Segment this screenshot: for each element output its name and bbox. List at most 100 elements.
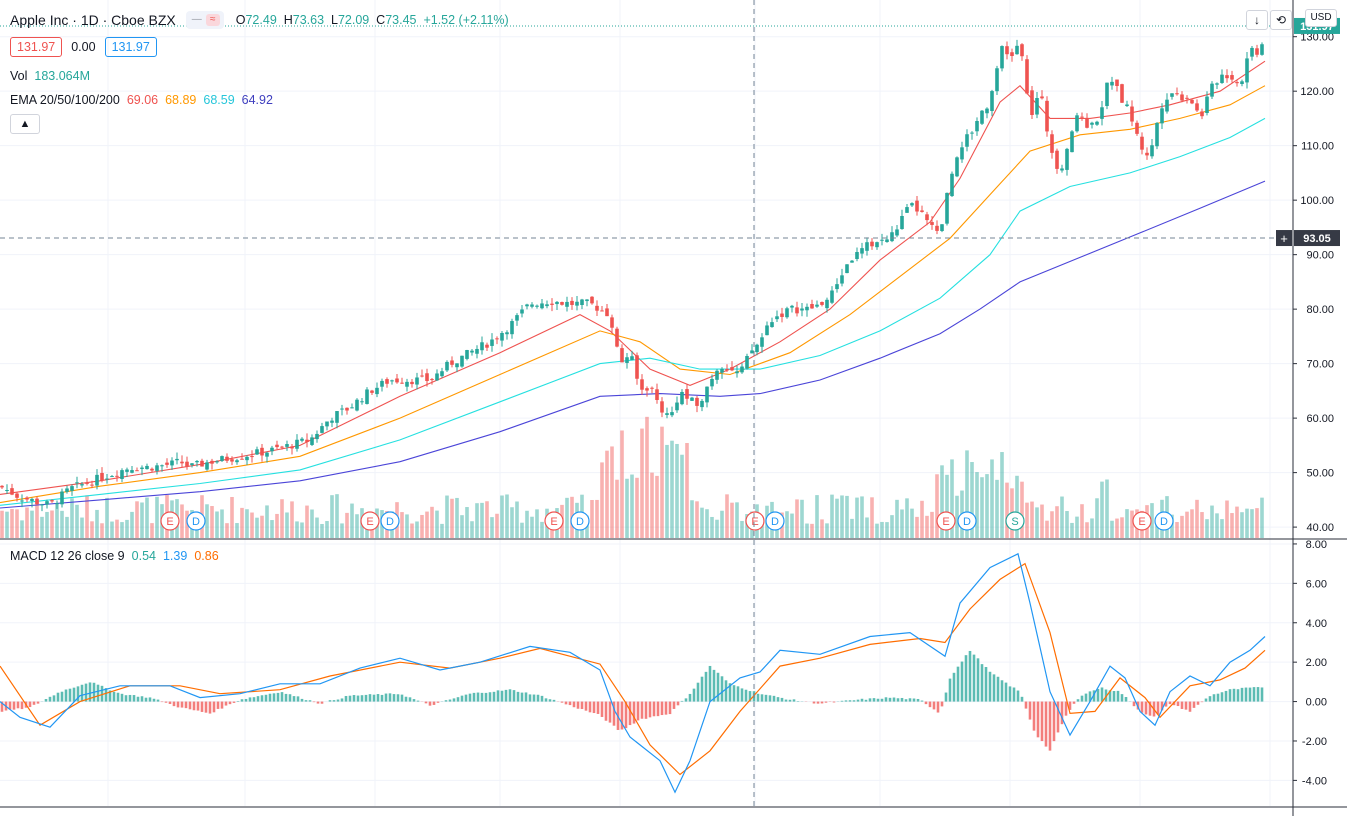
event-marker-e: E: [745, 511, 765, 531]
volume-legend[interactable]: Vol 183.064M: [10, 69, 90, 83]
macd-histogram-bar: [492, 691, 496, 702]
bid-button[interactable]: 131.97: [10, 37, 63, 57]
volume-bar: [520, 522, 524, 538]
volume-bar: [265, 505, 269, 538]
macd-histogram-bar: [916, 698, 920, 702]
macd-histogram-bar: [1228, 689, 1232, 702]
candle-body: [595, 305, 599, 311]
currency-button[interactable]: USD: [1305, 9, 1337, 27]
candle-body: [135, 470, 139, 472]
volume-bar: [985, 474, 989, 538]
macd-histogram-bar: [64, 689, 68, 702]
compare-toggle[interactable]: — ≈: [185, 11, 224, 29]
event-circle: [360, 511, 380, 531]
scroll-down-button[interactable]: ↓: [1246, 10, 1268, 30]
macd-histogram-bar: [116, 692, 120, 702]
macd-histogram-bar: [72, 687, 76, 702]
macd-histogram-bar: [20, 701, 24, 710]
volume-bar: [1115, 518, 1119, 538]
event-label: E: [751, 516, 758, 528]
macd-histogram-bar: [692, 688, 696, 702]
candle-body: [960, 147, 964, 160]
volume-bar: [940, 465, 944, 538]
macd-histogram-bar: [1200, 701, 1204, 703]
volume-bar: [705, 509, 709, 538]
candle-body: [420, 375, 424, 377]
event-circle: [1132, 511, 1152, 531]
volume-bar: [75, 504, 79, 538]
candle-body: [1155, 122, 1159, 147]
volume-bar: [15, 509, 19, 538]
macd-histogram-bar: [760, 694, 764, 702]
collapse-legend-button[interactable]: ▲: [10, 114, 40, 134]
macd-histogram-bar: [140, 696, 144, 702]
volume-bar: [1180, 515, 1184, 538]
candle-body: [735, 371, 739, 374]
macd-histogram-bar: [32, 701, 36, 705]
ask-button[interactable]: 131.97: [104, 37, 157, 57]
symbol-title[interactable]: Apple Inc · 1D · Cboe BZX: [10, 12, 176, 28]
volume-bar: [680, 454, 684, 538]
macd-histogram-bar: [996, 676, 1000, 702]
event-marker-d: D: [765, 511, 785, 531]
macd-histogram-bar: [528, 694, 532, 702]
macd-histogram-bar: [1244, 687, 1248, 702]
volume-bar: [90, 521, 94, 538]
candle-body: [1170, 93, 1174, 97]
volume-bar: [255, 517, 259, 538]
macd-histogram-bar: [44, 699, 48, 702]
volume-bar: [125, 519, 129, 538]
volume-bar: [310, 509, 314, 538]
volume-bar: [695, 501, 699, 538]
candle-body: [145, 465, 149, 470]
volume-bar: [115, 519, 119, 538]
candle-body: [700, 400, 704, 408]
macd-histogram-bar: [1208, 696, 1212, 702]
candle-body: [1135, 122, 1139, 134]
macd-histogram-bar: [956, 666, 960, 702]
macd-histogram-bar: [1216, 693, 1220, 702]
volume-bar: [335, 494, 339, 538]
macd-histogram-bar: [724, 680, 728, 702]
candle-body: [485, 344, 489, 348]
volume-bar: [420, 514, 424, 538]
macd-histogram-bar: [944, 692, 948, 702]
macd-legend[interactable]: MACD 12 26 close 9 0.54 1.39 0.86: [10, 549, 219, 563]
volume-bar: [510, 507, 514, 538]
candle-body: [435, 373, 439, 381]
macd-histogram-bar: [84, 683, 88, 702]
candle-body: [805, 306, 809, 311]
macd-histogram-bar: [228, 701, 232, 705]
macd-histogram-bar: [212, 701, 216, 713]
macd-histogram-bar: [232, 701, 236, 703]
volume-bar: [430, 506, 434, 538]
price-axis[interactable]: 130.00 120.00 110.00 100.00 90.00 80.00 70.00 6…: [1276, 0, 1340, 816]
volume-bar: [155, 496, 159, 538]
macd-histogram-bar: [972, 654, 976, 702]
macd-histogram-bar: [452, 698, 456, 702]
macd-histogram-bar: [824, 701, 828, 703]
macd-histogram-bar: [580, 701, 584, 710]
candle-body: [120, 470, 124, 479]
volume-bar: [530, 516, 534, 538]
volume-bar: [815, 495, 819, 538]
volume-bar: [995, 479, 999, 538]
candle-body: [940, 224, 944, 232]
macd-histogram-bar: [160, 701, 164, 703]
macd-histogram-bar: [288, 694, 292, 702]
ema-line-ema100: [0, 117, 1266, 506]
volume-bar: [710, 516, 714, 538]
ema-legend[interactable]: EMA 20/50/100/200 69.06 68.89 68.59 64.9…: [10, 93, 273, 107]
macd-histogram-bar: [1164, 701, 1168, 707]
macd-histogram-bar: [672, 701, 676, 709]
volume-bar: [970, 462, 974, 538]
reset-chart-button[interactable]: ⟲: [1270, 10, 1292, 30]
volume-bar: [215, 511, 219, 538]
candle-body: [185, 461, 189, 467]
macd-histogram-bar: [380, 694, 384, 702]
volume-bar: [990, 459, 994, 538]
macd-histogram-bar: [1076, 699, 1080, 702]
candle-body: [545, 304, 549, 307]
volume-bar: [500, 495, 504, 538]
